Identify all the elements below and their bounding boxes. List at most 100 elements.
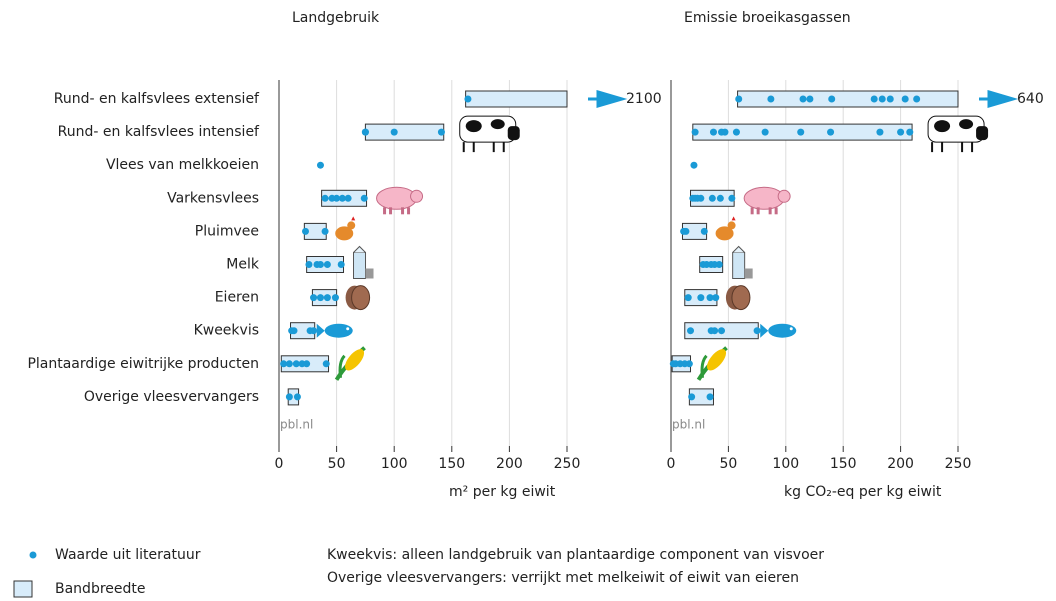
data-point [316,161,324,169]
data-point [797,128,805,136]
source: pbl.nl [672,418,705,432]
data-point [721,128,729,136]
x-axis-label: m² per kg eiwit [449,484,556,500]
data-point [310,294,318,302]
data-point [285,360,293,368]
x-tick-label: 200 [887,456,914,472]
icon-part [731,285,751,311]
data-point [716,194,724,202]
category-label: Overige vleesvervangers [84,389,259,405]
icon-part [351,216,356,221]
icon-part [727,221,736,230]
data-point [316,261,324,268]
data-point [691,128,699,136]
icon [376,186,424,215]
category-label: Rund- en kalfsvlees extensief [54,91,260,107]
data-point [897,128,905,136]
icon-part [324,323,353,338]
icon-part [732,252,746,279]
data-point [305,261,313,268]
data-point [806,95,814,103]
x-tick-label: 250 [554,456,581,472]
data-point [685,360,693,368]
data-point [344,194,352,202]
icon [743,186,791,215]
icon-part [490,119,505,130]
category-label: Eieren [215,290,259,306]
icon-part [789,327,793,331]
data-point [322,360,330,368]
data-point [303,360,311,368]
icon-part [338,354,346,378]
icon-part [410,189,424,203]
x-tick-label: 150 [830,456,857,472]
data-point [464,95,472,103]
legend-points: Waarde uit literatuur [55,547,201,563]
data-point [292,360,300,368]
icon-part [346,327,350,331]
x-tick-label: 50 [328,456,346,472]
data-point [753,327,761,335]
x-axis-label: kg CO₂-eq per kg eiwit [784,484,942,500]
data-point [906,128,914,136]
data-point [321,227,329,235]
data-point [799,95,807,103]
icon-part [768,323,797,338]
icon-part [715,226,734,241]
data-point [290,327,298,335]
data-point [901,95,909,103]
icon [316,323,353,338]
data-point [682,227,690,235]
data-point [709,128,717,136]
icon-part [353,245,366,253]
chart-title: Landgebruik [292,10,380,26]
icon [345,285,371,311]
data-point [886,95,894,103]
icon [459,115,520,153]
data-point [280,360,288,368]
data-point [706,294,714,302]
overflow-label: 640 [1017,91,1044,107]
data-point [323,294,331,302]
category-label: Melk [226,257,260,273]
icon-part [959,119,974,130]
data-point [293,393,301,401]
data-point [337,261,345,268]
data-point [316,294,324,302]
data-point [732,128,740,136]
x-tick-label: 0 [667,456,676,472]
icon [927,115,989,153]
data-point [828,95,836,103]
icon [353,245,374,279]
data-point [285,393,293,401]
data-point [321,194,329,202]
category-label: Pluimvee [195,223,259,239]
category-label: Plantaardige eiwitrijke producten [27,356,259,372]
x-tick-label: 100 [772,456,799,472]
icon-part [335,226,354,241]
x-tick-label: 150 [438,456,465,472]
source: pbl.nl [280,418,313,432]
icon-part [507,126,520,141]
data-point [331,294,339,302]
data-point [310,327,318,335]
icon-part [700,354,708,378]
icon [334,346,366,381]
category-label: Rund- en kalfsvlees intensief [58,124,260,140]
icon-part [365,268,374,279]
x-tick-label: 0 [275,456,284,472]
data-point [878,95,886,103]
data-point [706,393,714,401]
data-point [361,128,369,136]
data-point [684,294,692,302]
legend-band-swatch [13,580,33,598]
band [465,90,568,108]
note: Kweekvis: alleen landgebruik van plantaa… [327,547,824,563]
icon [696,346,728,381]
icon-part [344,349,365,371]
overflow-arrow [588,90,628,108]
icon-part [934,120,951,133]
icon-part [706,349,727,371]
category-label: Vlees van melkkoeien [106,157,259,173]
